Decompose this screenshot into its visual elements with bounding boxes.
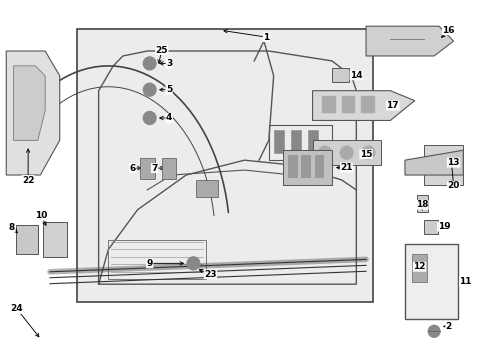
Bar [42, 222, 67, 257]
Text: 7: 7 [151, 163, 158, 172]
Polygon shape [312, 140, 380, 165]
Bar [424, 220, 437, 234]
Bar [322, 96, 335, 113]
Polygon shape [404, 150, 462, 175]
Circle shape [427, 325, 439, 337]
Text: 12: 12 [412, 262, 425, 271]
Bar [287, 155, 297, 177]
Bar [196, 180, 217, 197]
Text: 15: 15 [359, 150, 371, 159]
Circle shape [143, 83, 156, 96]
Text: 2: 2 [445, 322, 451, 331]
Circle shape [143, 57, 156, 70]
Circle shape [361, 146, 374, 159]
Polygon shape [312, 91, 414, 121]
Bar [341, 96, 355, 113]
Text: 8: 8 [9, 222, 15, 231]
Bar [290, 130, 301, 153]
FancyBboxPatch shape [77, 29, 372, 302]
Bar [361, 96, 374, 113]
Text: 25: 25 [155, 45, 168, 54]
Bar [301, 155, 310, 177]
Text: 14: 14 [349, 71, 362, 80]
Polygon shape [424, 145, 462, 185]
Text: 1: 1 [263, 33, 269, 42]
Polygon shape [366, 26, 453, 56]
Text: 18: 18 [415, 200, 427, 209]
Text: 4: 4 [165, 113, 172, 122]
Text: 22: 22 [22, 176, 34, 185]
Circle shape [187, 257, 200, 270]
Text: 23: 23 [204, 270, 216, 279]
Text: 20: 20 [447, 181, 459, 190]
Text: 19: 19 [437, 222, 449, 231]
Circle shape [143, 112, 156, 125]
Circle shape [339, 146, 353, 159]
Bar [411, 255, 426, 282]
Bar [307, 130, 318, 153]
Text: 5: 5 [165, 85, 172, 94]
Polygon shape [6, 51, 60, 175]
Text: 9: 9 [146, 259, 153, 268]
Text: 13: 13 [447, 158, 459, 167]
Text: 6: 6 [129, 163, 136, 172]
Circle shape [317, 146, 331, 159]
Text: 24: 24 [11, 305, 23, 314]
Bar [314, 155, 324, 177]
Text: 3: 3 [165, 59, 172, 68]
Bar [140, 158, 154, 179]
Text: 17: 17 [386, 101, 398, 110]
Bar [273, 130, 284, 153]
Text: 21: 21 [340, 163, 352, 172]
Polygon shape [14, 66, 45, 140]
Polygon shape [283, 150, 331, 185]
Bar [16, 225, 38, 255]
Text: 16: 16 [442, 26, 454, 35]
Text: 10: 10 [35, 211, 47, 220]
Bar [331, 68, 348, 82]
Text: 11: 11 [459, 277, 471, 286]
Bar [416, 195, 427, 212]
Bar [162, 158, 176, 179]
FancyBboxPatch shape [404, 244, 458, 319]
